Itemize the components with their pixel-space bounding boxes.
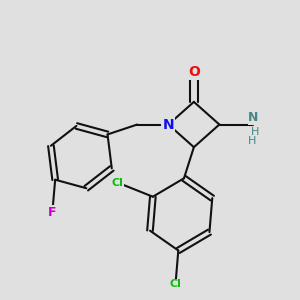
Text: Cl: Cl (112, 178, 123, 188)
Text: H: H (250, 128, 259, 137)
Text: F: F (48, 206, 57, 219)
Text: N: N (163, 118, 174, 131)
Text: O: O (188, 65, 200, 79)
Text: H: H (248, 136, 256, 146)
Text: N: N (248, 111, 259, 124)
Text: Cl: Cl (169, 280, 181, 290)
